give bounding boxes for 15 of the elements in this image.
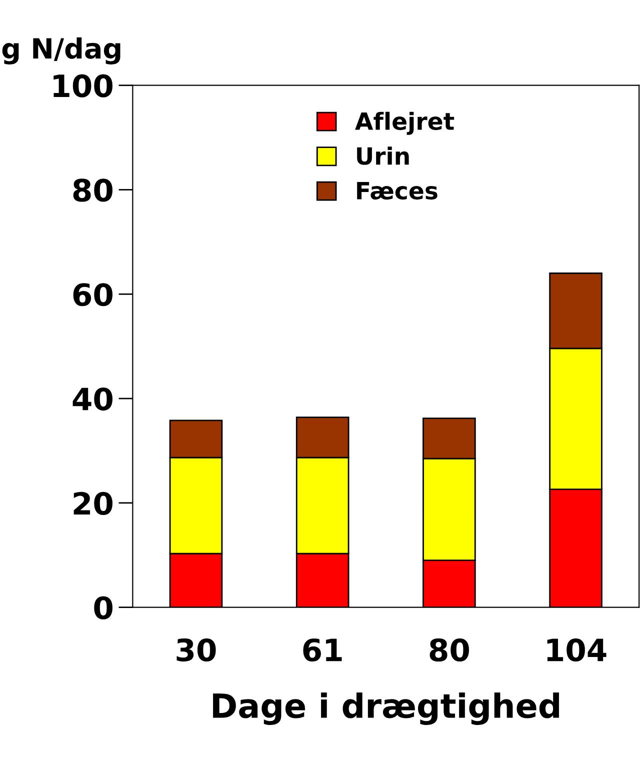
y-tick-label: 100	[54, 74, 112, 98]
legend-label: Fæces	[357, 182, 438, 200]
legend-label: Urin	[357, 146, 409, 165]
x-tick-label: 104	[547, 638, 606, 662]
y-tick-label: 60	[73, 283, 112, 306]
y-axis-title: g N/dag	[2, 37, 120, 64]
x-tick-label: 80	[430, 638, 469, 662]
x-axis-title: Dage i drægtighed	[213, 692, 559, 725]
y-tick-label: 0	[94, 596, 112, 620]
y-tick-label: 40	[72, 387, 112, 411]
x-tick-label: 30	[176, 638, 216, 662]
y-tick-label: 20	[74, 492, 112, 515]
y-tick-label: 80	[73, 178, 112, 202]
legend-label: Aflejret	[355, 112, 454, 135]
x-tick-label: 61	[303, 638, 342, 662]
